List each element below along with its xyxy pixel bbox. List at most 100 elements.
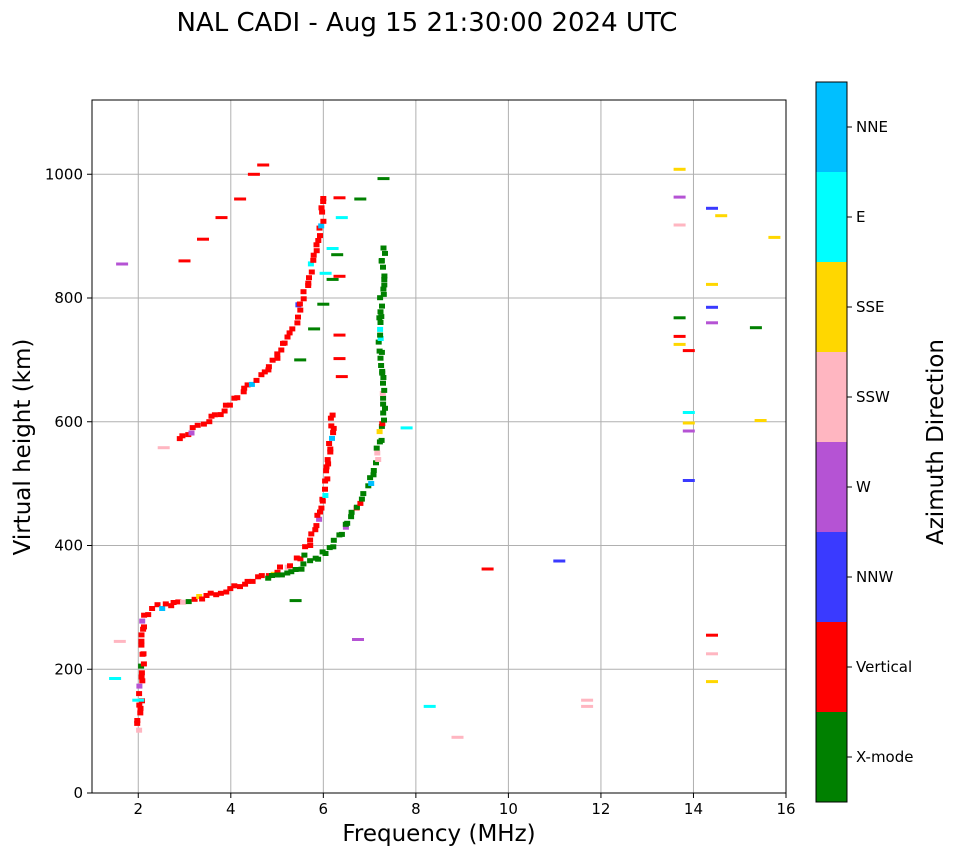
echo-point [307,543,314,548]
echo-point [379,391,386,396]
echo-point [333,333,346,337]
echo-point [380,410,387,416]
echo-point [199,596,206,602]
echo-point [284,334,291,340]
echo-point [223,589,230,595]
chart-title: NAL CADI - Aug 15 21:30:00 2024 UTC [177,8,678,38]
echo-point [379,421,386,427]
echo-point [330,544,337,550]
echo-point [176,436,183,442]
y-tick-label: 1000 [45,165,83,183]
echo-point [292,567,299,572]
echo-point [328,423,335,429]
echo-point [305,280,312,286]
echo-point [178,259,191,263]
echo-point [300,289,307,295]
echo-point [375,457,382,462]
colorbar-tick-label: SSE [856,298,885,316]
echo-point [134,718,141,723]
trace-vertical-scattered-echoes [333,196,718,637]
echo-point [322,486,328,492]
echo-point [375,339,382,345]
echo-point [327,446,334,452]
echo-point [302,544,309,550]
echo-point [203,593,210,598]
echo-point [300,561,307,567]
colorbar-tick-label: NNW [856,568,893,586]
plot-grid [92,100,787,794]
colorbar-segment [816,82,847,172]
echo-point [197,237,209,241]
echo-point [175,599,182,605]
echo-point [377,177,390,181]
echo-point [253,377,260,383]
echo-point [706,633,718,637]
trace-third-hop-trace [178,163,270,263]
echo-point [237,584,243,590]
x-tick-label: 6 [319,800,329,818]
echo-point [348,509,355,515]
echo-point [288,569,295,575]
echo-point [382,250,388,256]
echo-point [313,248,320,254]
echo-point [307,537,314,543]
echo-point [768,235,781,239]
trace-nnw-echoes [553,206,718,563]
echo-point [141,624,147,630]
echo-point [191,596,198,602]
echo-point [138,632,145,638]
echo-point [320,199,327,204]
echo-point [308,269,315,275]
echo-point [377,332,384,338]
trace-multi-hop-x-mode-trace [294,253,344,362]
echo-point [370,472,377,478]
echo-point [145,612,152,618]
echo-point [297,556,304,562]
echo-point [141,612,148,618]
echo-point [314,512,321,518]
echo-point [274,572,281,578]
echo-point [581,698,594,702]
echo-point [381,387,388,393]
echo-point [325,461,332,467]
echo-point [185,432,192,438]
echo-point [310,257,317,263]
x-tick-label: 16 [776,800,795,818]
echo-point [682,349,695,353]
echo-point [157,446,170,450]
echo-point [211,412,218,418]
echo-point [294,320,301,326]
echo-point [206,419,213,425]
echo-point [162,601,169,607]
x-tick-label: 4 [226,800,236,818]
colorbar-tick-label: X-mode [856,748,913,766]
echo-point [376,429,383,435]
echo-point [116,262,129,266]
echo-point [222,402,229,408]
echo-point [242,581,249,587]
echo-point [234,395,241,401]
colorbar-tick-label: E [856,208,865,226]
echo-point [354,197,367,201]
echo-point [319,496,326,502]
echo-point [137,710,144,716]
echo-point [313,523,320,529]
echo-point [315,238,322,243]
echo-point [140,661,147,667]
echo-point [322,493,329,498]
echo-point [380,291,387,297]
echo-point [139,618,146,624]
echo-point [200,421,207,427]
x-tick-label: 10 [499,800,518,818]
colorbar-label: Azimuth Direction [923,339,949,545]
echo-point [284,570,291,576]
echo-point [274,351,281,357]
echo-point [377,295,384,301]
echo-point [136,727,143,733]
echo-point [301,552,308,558]
echo-point [278,572,285,578]
echo-point [322,551,329,556]
echo-point [138,642,145,648]
echo-point [274,355,281,361]
